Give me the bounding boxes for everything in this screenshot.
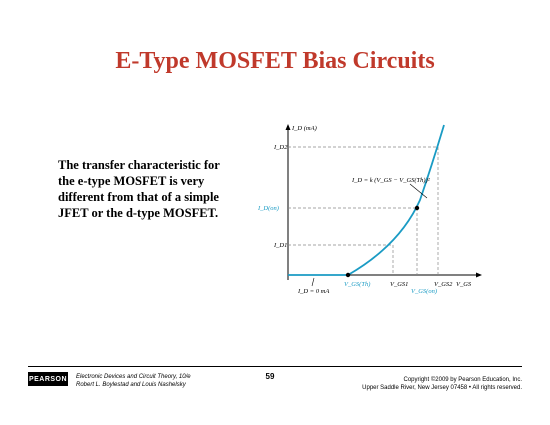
copyright-info: Copyright ©2009 by Pearson Education, In… [362,376,522,392]
vgs2-label: V_GS2 [434,281,453,288]
on-point [414,205,420,211]
vgson-label: V_GS(on) [411,288,437,295]
vgsth-label: V_GS(Th) [344,281,370,288]
x-axis-arrow [476,272,482,278]
book-authors: Robert L. Boylestad and Louis Nashelsky [76,382,186,388]
body-line: The transfer characteristic for [58,158,220,172]
page-number: 59 [265,372,275,381]
id2-label: I_D2 [273,144,288,151]
vgs-axis-label: V_GS [456,281,472,288]
copyright-line: Copyright ©2009 by Pearson Education, In… [403,377,523,383]
copyright-line: Upper Saddle River, New Jersey 07458 • A… [362,385,522,391]
y-axis-label: I_D (mA) [291,125,317,132]
id0-leader [311,277,315,287]
id0-label: I_D = 0 mA [297,288,329,295]
slide-title: E-Type MOSFET Bias Circuits [115,48,435,74]
equation-leader [409,183,428,199]
transfer-characteristic-graph: I_D (mA) I_D2 I_D(on) I_D1 I_D = k (V_GS… [257,124,482,295]
y-axis-arrow [285,124,291,130]
idon-label: I_D(on) [257,205,279,212]
id1-label: I_D1 [273,242,287,249]
book-title: Electronic Devices and Circuit Theory, 1… [76,374,191,380]
body-line: the e-type MOSFET is very [58,174,205,188]
body-text: The transfer characteristic for the e-ty… [58,157,233,221]
footer-divider [28,366,522,367]
vgs1-label: V_GS1 [390,281,408,288]
body-line: different from that of a simple [58,190,219,204]
threshold-point [345,272,351,278]
body-line: JFET or the d-type MOSFET. [58,206,219,220]
pearson-logo: PEARSON [28,372,68,386]
book-info: Electronic Devices and Circuit Theory, 1… [76,373,191,389]
transfer-curve [288,124,445,276]
equation-label: I_D = k (V_GS − V_GS(Th))² [351,177,431,184]
